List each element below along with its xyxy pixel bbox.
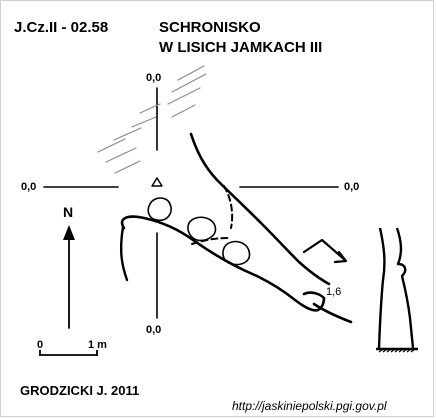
survey-station-icon	[151, 177, 163, 187]
passage-direction-arrow-icon	[302, 238, 347, 262]
outer-rock-line	[119, 225, 129, 282]
cave-name-line2: W LISICH JAMKACH III	[159, 39, 323, 56]
section-floor-hatching	[378, 348, 416, 353]
elevation-label: 1,6	[326, 286, 342, 298]
author-credit: GRODZICKI J. 2011	[20, 383, 140, 398]
north-arrow-icon	[63, 225, 75, 240]
rock-hatching	[97, 65, 207, 174]
cross-section-profile	[376, 227, 418, 351]
cave-name-line1: SCHRONISKO	[159, 19, 261, 36]
scale-bar	[39, 350, 98, 356]
coord-bottom: 0,0	[146, 324, 162, 336]
coord-right: 0,0	[344, 181, 360, 193]
boulder-3	[222, 240, 251, 266]
coord-left: 0,0	[21, 181, 37, 193]
scale-length: 1 m	[88, 339, 107, 351]
passage-extension	[312, 302, 353, 324]
source-url: http://jaskiniepolski.pgi.gov.pl	[232, 399, 387, 413]
cave-wall-lower	[120, 215, 326, 312]
coord-top: 0,0	[146, 72, 162, 84]
cave-code: J.Cz.II - 02.58	[14, 19, 109, 36]
threshold-line-upper	[223, 185, 234, 229]
cave-wall-upper	[189, 132, 331, 286]
boulder-1	[147, 197, 172, 222]
scale-zero: 0	[37, 339, 44, 351]
threshold-line-lower	[191, 237, 229, 245]
north-label: N	[63, 204, 74, 220]
boulder-2	[187, 216, 217, 242]
